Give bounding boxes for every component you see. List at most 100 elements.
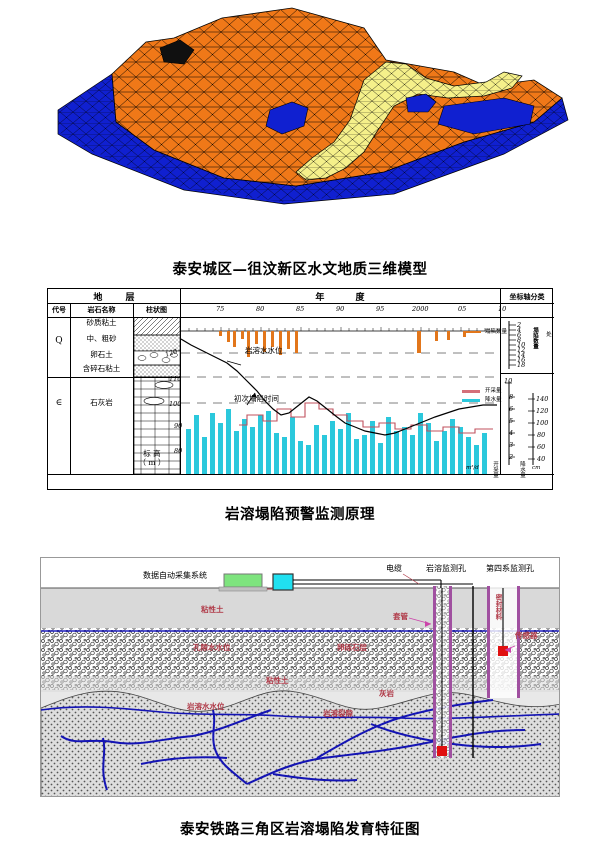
right-axis-upper-scale: [508, 321, 516, 369]
rax-u-12: 12: [517, 346, 526, 354]
header-axis-classification: 坐标轴分类: [509, 292, 545, 301]
rule-bottom: [48, 474, 554, 475]
rule-axis-split: [500, 373, 554, 374]
rax-l-10: 10: [504, 377, 513, 385]
label-clay-upper: 粘性土: [201, 605, 224, 614]
strata-name-2: 卵石土: [90, 350, 113, 359]
rax-l-8: 8: [509, 393, 514, 401]
annotation-first-collapse: 初次塌陷时间: [234, 394, 279, 403]
label-gravel-layer: 卵砾石层: [337, 643, 367, 652]
surface-band: [41, 558, 559, 588]
header-column-log: 柱状图: [146, 305, 167, 314]
rax-upper-unit-label: 塌陷数量: [532, 327, 538, 349]
rule-header2: [48, 317, 554, 318]
year-tick-2000: 2000: [412, 305, 429, 313]
rax-r-80: 80: [537, 431, 546, 439]
label-karst-water-level: 岩溶水水位: [187, 702, 225, 711]
borehole-karst: [433, 586, 452, 758]
rax-l-2: 2: [509, 453, 514, 461]
collapse-count-bars: [219, 331, 466, 357]
rule-header1: [48, 303, 554, 304]
label-karst-fissure: 岩溶裂隙: [323, 709, 353, 718]
label-quaternary-monitoring-hole: 第四系监测孔: [486, 564, 534, 573]
unit-extraction: 开采量: [492, 461, 498, 478]
figure-karst-collapse-cross-section: 数据自动采集系统 电缆 岩溶监测孔 第四系监测孔 粘性土 套管 密封材料 孔隙水…: [40, 557, 560, 797]
strata-name-4: 石灰岩: [90, 398, 113, 407]
legend-swatch-collapse-count: [463, 331, 481, 333]
unit-extraction-sub: m³/d: [466, 465, 479, 471]
year-tick-85: 85: [296, 305, 305, 313]
rax-u-8: 8: [517, 336, 522, 344]
layer-limestone: [41, 690, 559, 796]
rax-upper-unit: 处: [545, 331, 551, 337]
rax-l-3: 3: [509, 441, 514, 449]
figure3-caption: 泰安铁路三角区岩溶塌陷发育特征图: [180, 821, 420, 838]
rule-col-axis-left: [500, 289, 501, 474]
rax-u-18: 18: [517, 361, 526, 369]
rax-u-16: 16: [517, 356, 526, 364]
rax-r-40: 40: [537, 455, 546, 463]
header-year: 年 度: [315, 293, 379, 303]
layer-clay-lower: [41, 676, 559, 692]
3d-mesh-svg: [57, 7, 569, 205]
elev-tick-100: 100: [169, 400, 182, 408]
legend-label-precipitation: 降水量: [485, 397, 502, 403]
header-code: 代号: [52, 305, 66, 314]
unit-precipitation: 降水量: [519, 461, 525, 478]
label-cable: 电缆: [386, 564, 402, 573]
layer-clay-upper: [41, 588, 559, 628]
rule-col-strata-right: [180, 289, 181, 474]
legend-swatch-extraction: [462, 390, 480, 393]
sensor-shallow: [498, 646, 508, 656]
rax-u-6: 6: [517, 331, 522, 339]
legend-label-collapse-count: 塌陷数量: [485, 329, 508, 335]
label-data-acquisition-system: 数据自动采集系统: [143, 571, 207, 580]
rax-l-4: 4: [509, 429, 514, 437]
rax-r-140: 140: [536, 395, 549, 403]
rax-u-10: 10: [517, 341, 526, 349]
annotation-karst-water-level: 岩溶水水位: [245, 346, 283, 355]
legend-swatch-precipitation: [462, 399, 480, 402]
label-pore-water-level: 孔隙水水位: [193, 643, 231, 652]
year-tick-80: 80: [256, 305, 265, 313]
elev-tick-80: 80: [174, 447, 183, 455]
strata-name-0: 砂质粘土: [86, 318, 117, 327]
rule-col-name: [133, 303, 134, 474]
label-seal-material: 密封材料: [494, 594, 502, 620]
label-sensor: 传感器: [515, 631, 538, 640]
label-karst-monitoring-hole: 岩溶监测孔: [426, 564, 466, 573]
rule-col-code: [70, 303, 71, 474]
figure2-caption: 岩溶塌陷预警监测原理: [225, 506, 375, 523]
right-axis-lower-scale: [505, 381, 535, 465]
sensor-deep: [437, 746, 447, 756]
figure-3d-hydrogeological-model: [34, 2, 574, 207]
rax-u-2: 2: [517, 321, 522, 329]
rax-l-6: 6: [509, 405, 514, 413]
karst-water-level-line: [181, 338, 497, 436]
karst-fissures: [60, 699, 542, 791]
strata-name-1: 中、粗砂: [86, 334, 117, 343]
header-rock-name: 岩石名称: [87, 305, 116, 314]
legend-label-extraction: 开采量: [485, 388, 502, 394]
elev-tick-110: 110: [169, 375, 182, 383]
label-clay-lower: 粘性土: [266, 676, 289, 685]
unit-precipitation-sub: cm: [532, 465, 541, 471]
model-channel-yellow: [295, 61, 523, 181]
rule-strata-split: [48, 377, 180, 378]
timeseries-plot: [181, 327, 500, 474]
rax-r-120: 120: [536, 407, 549, 415]
year-tick-05: 05: [458, 305, 467, 313]
label-limestone: 灰岩: [379, 689, 394, 698]
strata-code-cambrian: ∈: [55, 398, 63, 408]
rax-u-14: 14: [517, 351, 526, 359]
extraction-step-line: [239, 402, 493, 434]
year-tick-10: 10: [498, 305, 507, 313]
strata-name-3: 含碎石粘土: [82, 364, 121, 373]
rax-u-4: 4: [517, 326, 522, 334]
year-tick-95: 95: [376, 305, 385, 313]
precipitation-bars: [186, 409, 487, 474]
header-strata: 地 层: [93, 293, 145, 303]
borehole-quaternary: [487, 586, 520, 698]
label-casing: 套管: [393, 612, 408, 621]
